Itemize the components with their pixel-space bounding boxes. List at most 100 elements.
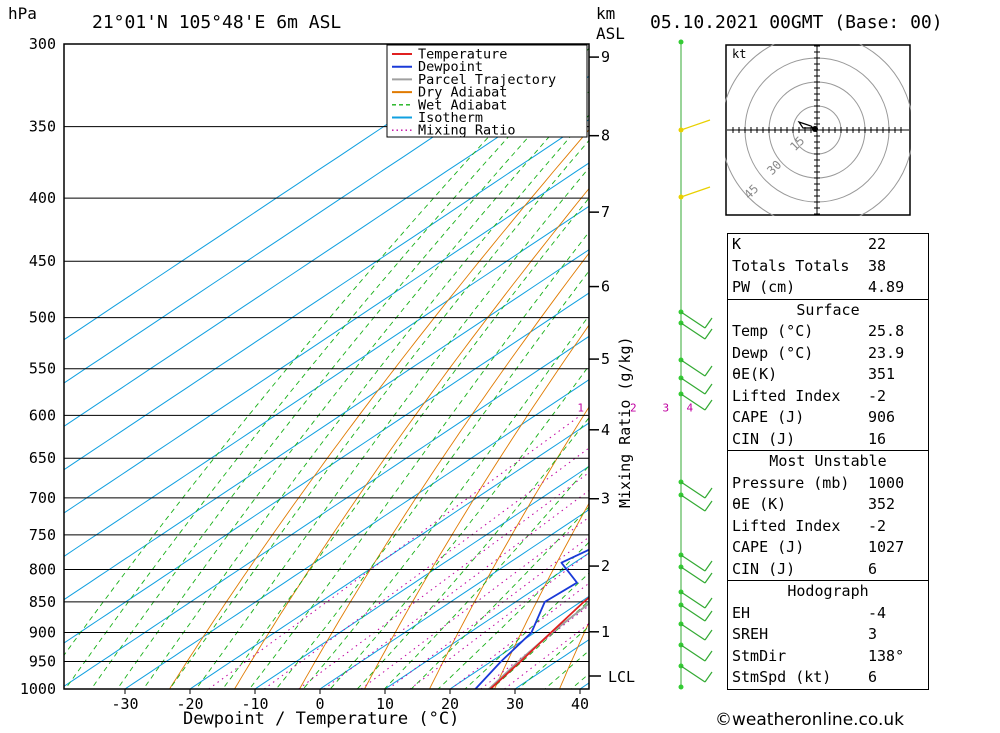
hodo-row-sreh: SREH 3 xyxy=(732,625,878,643)
wind-level-dot xyxy=(678,39,684,45)
lcl-label: LCL xyxy=(608,668,635,686)
surface-row-thetae: θE(K) 351 xyxy=(732,365,896,383)
parcel-trajectory-profile xyxy=(488,602,589,689)
dry-adiabat-line xyxy=(428,406,589,689)
isotherm-line xyxy=(64,335,589,687)
surface-row-cape: CAPE (J) 906 xyxy=(732,408,896,426)
wet-adiabat-line xyxy=(329,364,589,689)
header-asl: ASL xyxy=(596,24,625,43)
km-tick-label: 4 xyxy=(601,421,610,439)
wind-barb-flag xyxy=(704,597,713,609)
mu-row-cape: CAPE (J) 1027 xyxy=(732,538,905,556)
legend-label: Isotherm xyxy=(418,110,483,126)
x-tick-label: 40 xyxy=(571,695,589,713)
wind-barb xyxy=(680,604,706,622)
wind-barb-flag xyxy=(704,383,713,395)
legend-label: Wet Adiabat xyxy=(418,97,507,113)
hodo-row-stmdir: StmDir 138° xyxy=(732,646,905,665)
wet-adiabat-line xyxy=(169,139,589,689)
pressure-tick-label: 1000 xyxy=(20,680,56,698)
pressure-tick-label: 650 xyxy=(29,449,56,467)
legend-label: Parcel Trajectory xyxy=(418,72,556,88)
isotherm-line xyxy=(64,205,589,557)
mixing-ratio-line xyxy=(360,516,589,689)
wet-adiabat-line xyxy=(90,68,589,689)
x-tick-label: -30 xyxy=(111,695,138,713)
wind-barb-flag xyxy=(704,650,713,662)
wind-barb-flag xyxy=(704,671,713,683)
skewt-chart: 3003504004505005506006507007508008509009… xyxy=(20,35,713,713)
pressure-tick-label: 600 xyxy=(29,406,56,424)
legend-label: Mixing Ratio xyxy=(418,123,516,139)
hodograph-unit-label: kt xyxy=(732,47,746,61)
km-tick-label: 6 xyxy=(601,278,610,296)
wind-barb xyxy=(680,377,706,395)
mixing-ratio-line xyxy=(298,471,589,689)
x-tick-label: 30 xyxy=(506,695,524,713)
header-km: km xyxy=(596,4,616,23)
dry-adiabat-line xyxy=(168,129,589,689)
wind-barb-flag xyxy=(704,487,713,499)
isotherm-line xyxy=(64,75,589,427)
mu-row-pressure: Pressure (mb) 1000 xyxy=(732,473,905,492)
pressure-tick-label: 350 xyxy=(29,118,56,136)
wind-barb xyxy=(680,119,711,131)
surface-row-dewp: Dewp (°C) 23.9 xyxy=(732,343,905,362)
dry-adiabat-line xyxy=(233,187,589,689)
pressure-tick-label: 300 xyxy=(29,35,56,53)
pressure-tick-label: 900 xyxy=(29,624,56,642)
isotherm-line xyxy=(449,595,589,689)
wind-barb-flag xyxy=(704,328,713,340)
wet-adiabat-line xyxy=(64,44,575,656)
wind-barb-flag xyxy=(704,365,713,377)
wet-adiabat-line xyxy=(491,600,589,689)
wind-barb-flag xyxy=(704,399,713,411)
dry-adiabat-line xyxy=(363,324,589,689)
mixing-ratio-axis-label: Mixing Ratio (g/kg) xyxy=(616,336,634,508)
legend-label: Temperature xyxy=(418,47,507,63)
km-tick-label: 3 xyxy=(601,490,610,508)
mixing-ratio-tick-label: 1 xyxy=(577,401,584,414)
mixing-ratio-line xyxy=(263,447,589,689)
isotherm-line xyxy=(319,509,589,689)
wind-barb xyxy=(680,359,706,377)
mixing-ratio-line xyxy=(323,489,589,689)
header-location: 21°01'N 105°48'E 6m ASL xyxy=(92,12,342,33)
dry-adiabat-line xyxy=(298,252,589,689)
dewpoint-profile xyxy=(474,548,589,689)
pressure-tick-label: 450 xyxy=(29,252,56,270)
km-tick-label: 7 xyxy=(601,203,610,221)
header-hpa: hPa xyxy=(8,4,37,23)
surface-title: Surface xyxy=(728,298,928,322)
isotherm-line xyxy=(384,552,589,689)
pressure-tick-label: 750 xyxy=(29,526,56,544)
km-tick-label: 8 xyxy=(601,127,610,145)
hodo-row-stmspd: StmSpd (kt) 6 xyxy=(732,668,878,686)
hodograph: kt 15 30 45 xyxy=(725,44,911,216)
pressure-tick-label: 800 xyxy=(29,560,56,578)
isotherm-line xyxy=(64,44,509,341)
wet-adiabat-line xyxy=(222,197,589,689)
mu-row-li: Lifted Index -2 xyxy=(732,516,887,535)
mixing-ratio-tick-label: 2 xyxy=(630,401,637,414)
mixing-ratio-line xyxy=(409,552,589,689)
wet-adiabat-line xyxy=(195,167,589,689)
x-axis-title: Dewpoint / Temperature (°C) xyxy=(183,709,460,729)
dry-adiabat-line xyxy=(559,621,589,689)
wet-adiabat-line xyxy=(356,417,589,689)
indices-row-pw: PW (cm) 4.89 xyxy=(732,278,905,296)
isotherm-line xyxy=(124,379,589,689)
pressure-tick-label: 500 xyxy=(29,309,56,327)
temperature-profile xyxy=(489,596,589,689)
x-tick-label: 20 xyxy=(441,695,459,713)
km-tick-label: 9 xyxy=(601,48,610,66)
indices-table: K 22 Totals Totals 38 PW (cm) 4.89 Surface … xyxy=(727,233,929,690)
wind-barb xyxy=(680,644,706,662)
hodograph-storm-motion xyxy=(812,126,818,132)
mixing-ratio-tick-label: 4 xyxy=(686,401,693,414)
isotherm-line xyxy=(64,162,589,514)
wind-barb-flag xyxy=(704,317,713,329)
isotherm-line xyxy=(514,639,589,689)
wet-adiabat-line xyxy=(116,90,589,689)
